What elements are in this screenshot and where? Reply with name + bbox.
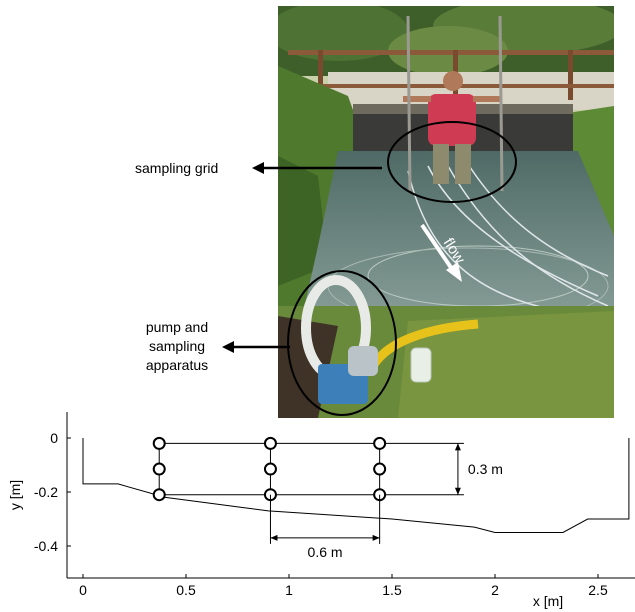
sampling-point: [263, 462, 277, 476]
x-tick-label: 1.5: [382, 582, 402, 598]
x-tick-label: 0.5: [176, 582, 196, 598]
x-tick-label: 0: [79, 582, 87, 598]
pump-label-line: sampling: [148, 338, 206, 354]
x-tick-label: 2.5: [588, 582, 608, 598]
channel-bed-outline: [82, 438, 630, 533]
sampling-point: [152, 488, 166, 502]
dimension-arrowhead: [372, 534, 380, 541]
dimension-arrowhead: [270, 534, 278, 541]
sampling-point: [152, 462, 166, 476]
dimension-arrowhead: [454, 443, 461, 451]
x-tick-label: 1: [285, 582, 293, 598]
sampling-point: [373, 436, 387, 450]
y-tick-label: -0.4: [34, 538, 58, 554]
x-tick-label: 2: [491, 582, 499, 598]
y-axis-label: y [m]: [7, 480, 23, 510]
y-tick-label: -0.2: [34, 484, 58, 500]
pump-label-line: pump and: [145, 319, 209, 335]
sampling-grid-label: sampling grid: [135, 160, 219, 176]
y-tick-label: 0: [50, 430, 58, 446]
pump-label-line: apparatus: [145, 357, 209, 373]
vertical-dimension-label: 0.3 m: [468, 461, 503, 477]
horizontal-dimension-label: 0.6 m: [308, 544, 343, 560]
sampling-point: [263, 436, 277, 450]
sampling-point: [373, 462, 387, 476]
dimension-arrowhead: [454, 487, 461, 495]
pump-apparatus-label: pump and sampling apparatus: [132, 318, 222, 375]
x-axis-label: x [m]: [533, 593, 563, 609]
sampling-point: [152, 436, 166, 450]
field-photo: flow: [278, 6, 614, 418]
